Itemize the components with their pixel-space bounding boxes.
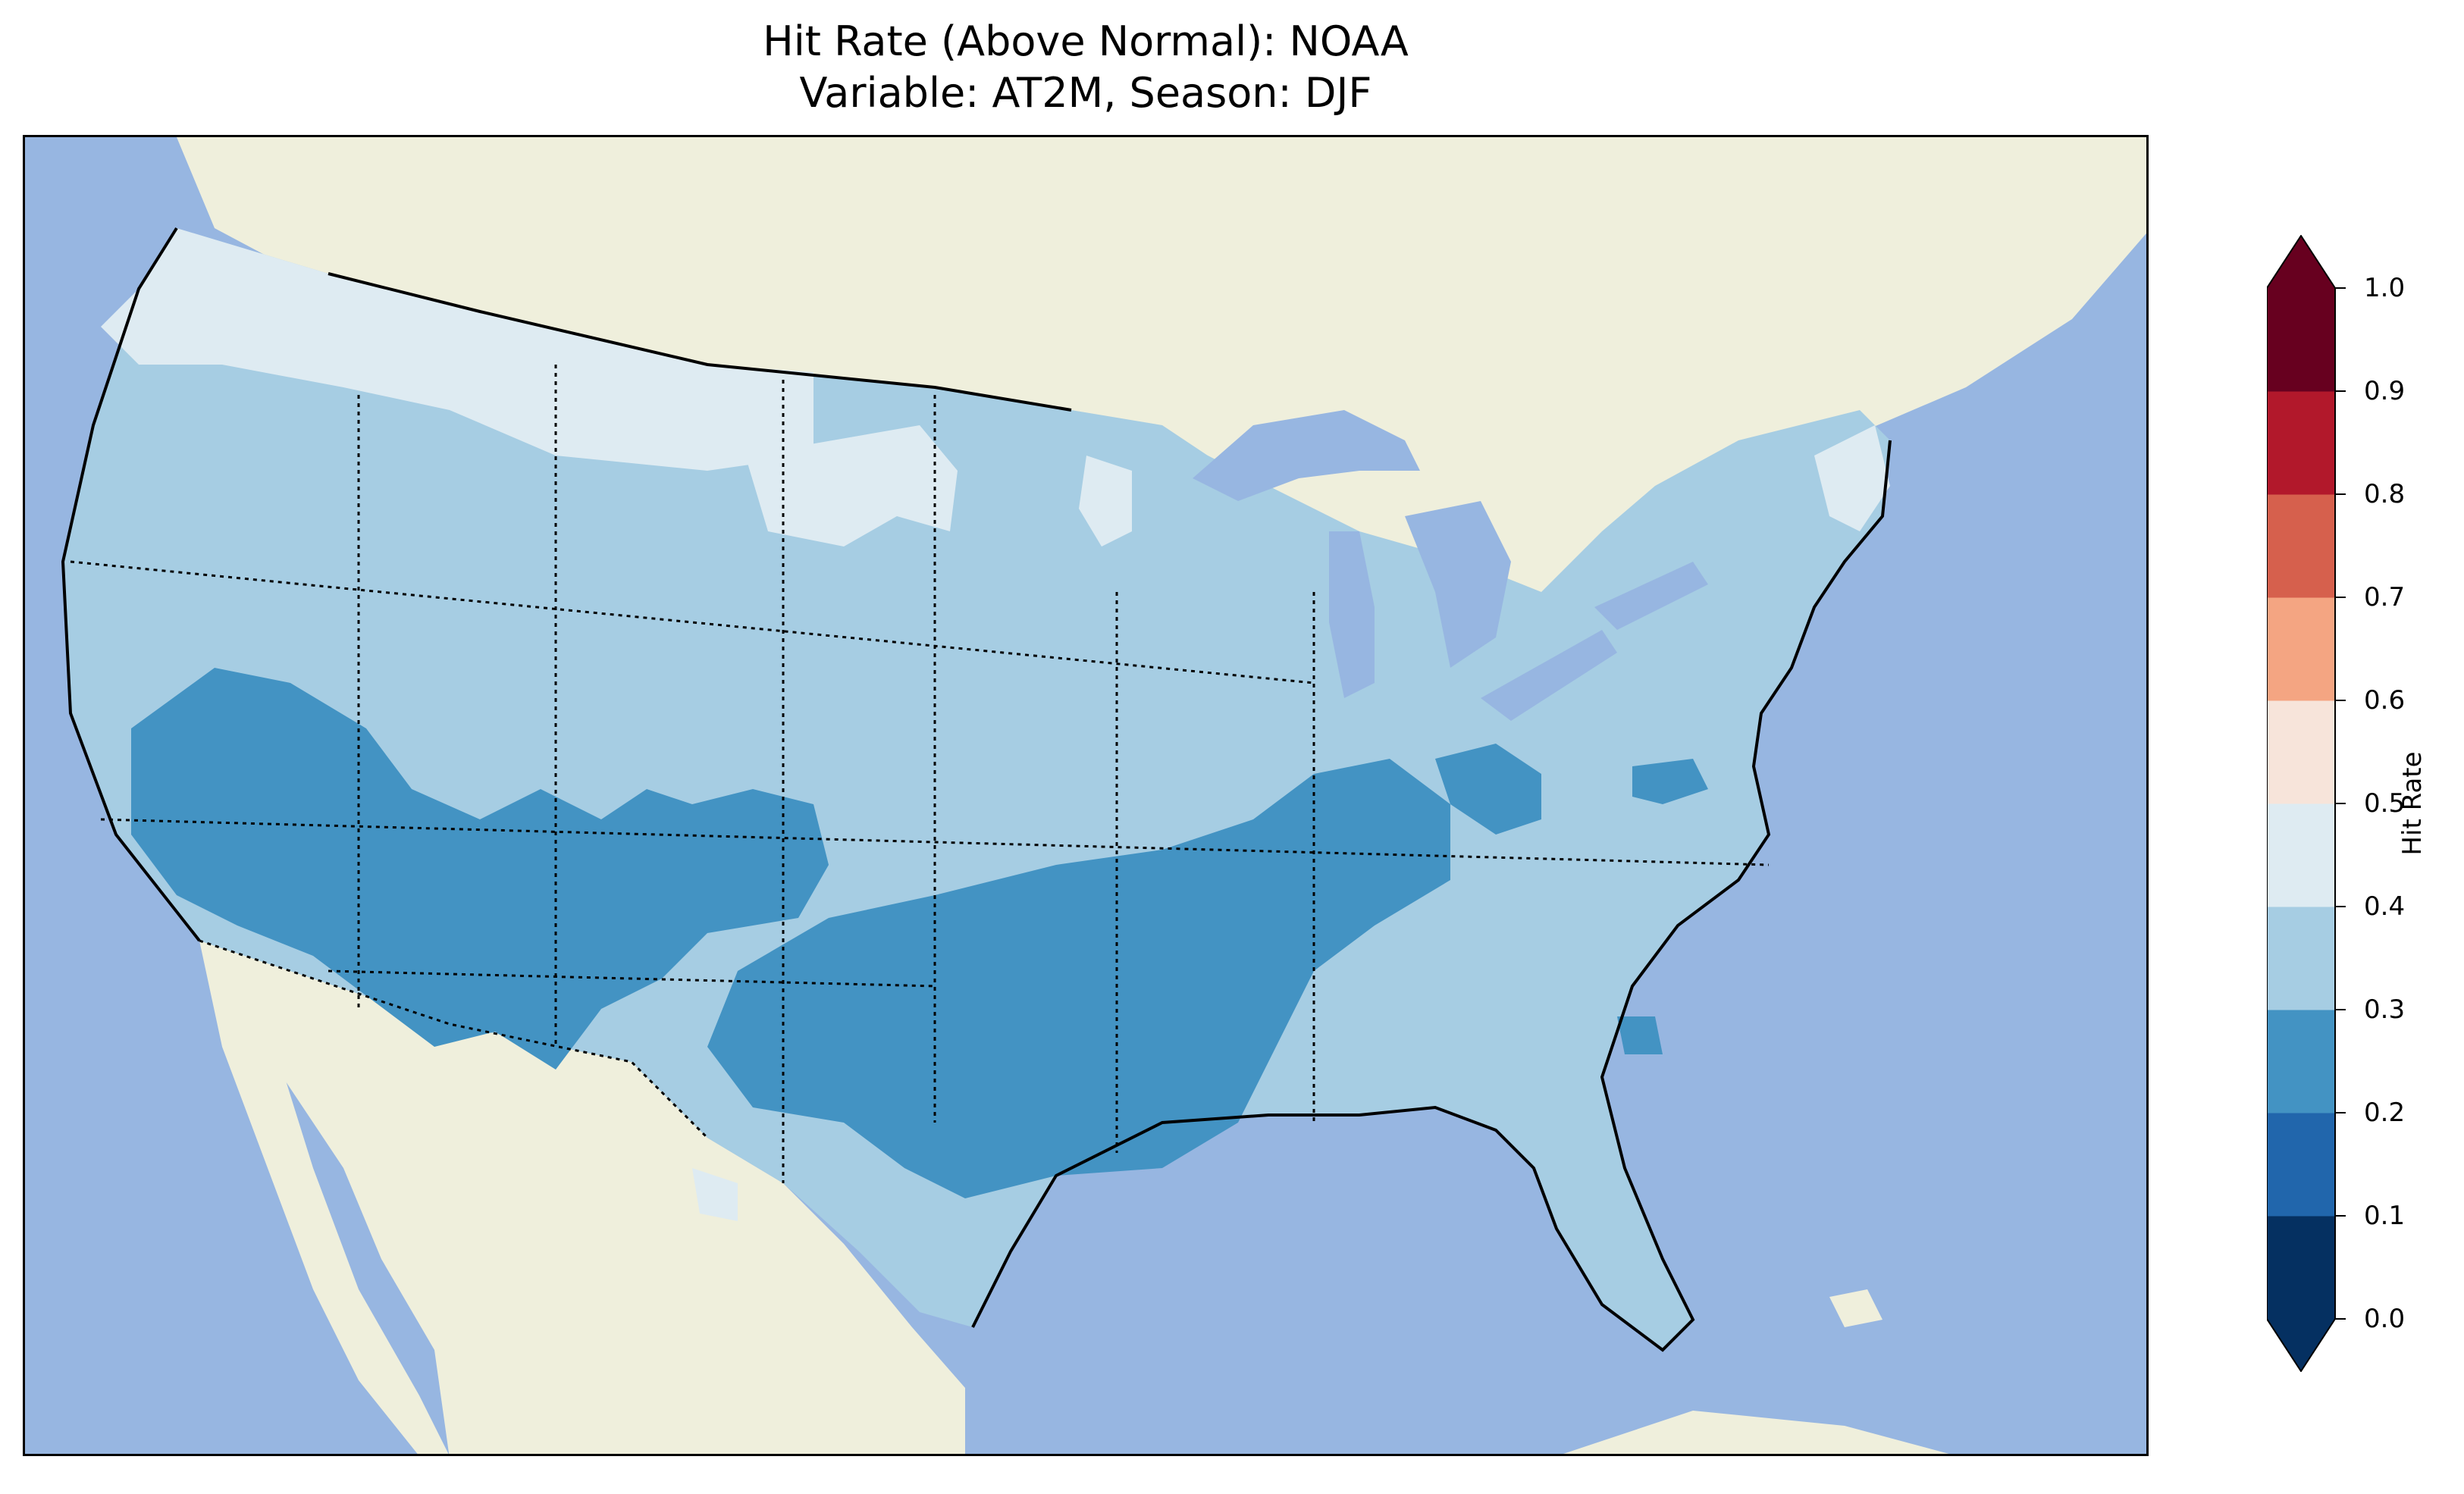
band-light-mn — [1079, 456, 1132, 547]
colorbar-bin — [2267, 700, 2335, 804]
colorbar-tick-label: 1.0 — [2364, 273, 2406, 303]
colorbar-bin — [2267, 1216, 2335, 1320]
band-dark-ohio — [1435, 744, 1541, 835]
canada-border — [328, 272, 1072, 412]
colorbar-bin — [2267, 391, 2335, 495]
bahamas-land — [1829, 1289, 1882, 1327]
colorbar-tick-label: 0.8 — [2364, 479, 2406, 509]
cuba-land — [1563, 1411, 1949, 1454]
lake-erie — [1481, 630, 1617, 721]
colorbar-tick-label: 0.3 — [2364, 994, 2406, 1025]
usa-land — [63, 228, 1890, 1350]
map-panel — [23, 135, 2149, 1456]
colorbar-tick-label: 0.7 — [2364, 582, 2406, 612]
lake-huron — [1405, 501, 1511, 668]
colorbar-label: Hit Rate — [2397, 751, 2428, 856]
colorbar-tick-label: 0.4 — [2364, 891, 2406, 922]
band-light-maine — [1814, 425, 1890, 531]
colorbar-bin — [2267, 907, 2335, 1010]
colorbar-bin — [2267, 1010, 2335, 1113]
map-title: Hit Rate (Above Normal): NOAA — [763, 17, 1409, 65]
colorbar-under-triangle — [2267, 1319, 2335, 1372]
map-subtitle: Variable: AT2M, Season: DJF — [799, 69, 1372, 117]
band-light-dakota — [745, 425, 958, 547]
colorbar-tick-label: 0.5 — [2364, 788, 2406, 819]
colorbar-bin — [2267, 288, 2335, 392]
colorbar-tick-label: 0.6 — [2364, 685, 2406, 716]
colorbar-over-triangle — [2267, 235, 2335, 288]
us-coastline — [61, 227, 201, 942]
colorbar-tick-label: 0.1 — [2364, 1201, 2406, 1231]
lake-superior — [1193, 410, 1420, 501]
colorbar-bin — [2267, 494, 2335, 598]
colorbar-bin — [2267, 597, 2335, 701]
band-dark-west — [131, 668, 829, 1070]
band-light-north — [101, 228, 813, 471]
band-light-tx — [692, 1168, 738, 1221]
band-dark-sc — [1617, 1016, 1663, 1054]
band-dark-wv — [1632, 759, 1708, 804]
canada-land — [177, 137, 2146, 668]
colorbar-tick-label: 0.2 — [2364, 1098, 2406, 1128]
lake-ontario — [1594, 562, 1708, 630]
colorbar — [2267, 235, 2346, 1372]
colorbar-bin — [2267, 1113, 2335, 1217]
lake-michigan — [1329, 531, 1375, 698]
baja-land — [199, 941, 449, 1454]
colorbar-bin — [2267, 803, 2335, 907]
gulf-coastline — [971, 440, 1892, 1352]
mexico-land — [199, 941, 965, 1454]
band-dark-central — [707, 759, 1450, 1198]
colorbar-tick-label: 0.9 — [2364, 376, 2406, 406]
state-borders — [70, 365, 1770, 1183]
colorbar-tick-label: 0.0 — [2364, 1304, 2406, 1334]
